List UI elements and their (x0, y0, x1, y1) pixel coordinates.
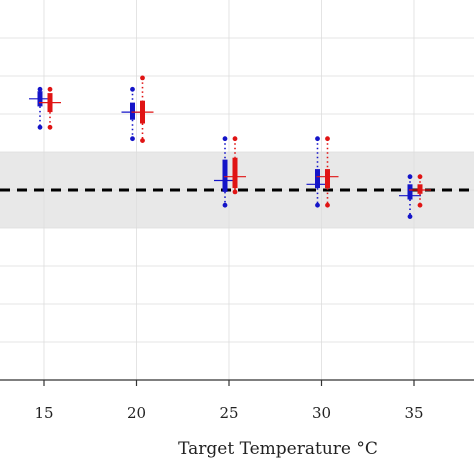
x-tick-label: 25 (219, 404, 238, 422)
box-15-series-1 (29, 86, 51, 130)
box-25-series-2 (224, 136, 246, 195)
box-35-series-2 (409, 174, 431, 208)
iqr-box (417, 184, 423, 194)
x-axis-title: Target Temperature °C (178, 439, 378, 459)
min-point (222, 202, 228, 208)
max-point (47, 86, 53, 92)
max-point (407, 174, 413, 180)
iqr-box (407, 184, 413, 200)
min-point (417, 202, 423, 208)
iqr-box (315, 169, 320, 189)
min-point (315, 202, 320, 208)
x-tick-label: 35 (404, 404, 423, 422)
min-point (140, 138, 145, 144)
x-ticks: 15 20 25 30 35 (34, 380, 424, 422)
min-point (407, 214, 413, 220)
x-tick-label: 30 (312, 404, 331, 422)
box-30-series-1 (306, 136, 329, 208)
min-point (325, 202, 330, 208)
x-tick-label: 15 (34, 404, 53, 422)
box-35-series-1 (399, 174, 421, 220)
max-point (140, 75, 145, 81)
boxes-layer (29, 75, 431, 220)
max-point (315, 136, 320, 142)
iqr-box (130, 102, 135, 120)
max-point (232, 136, 238, 142)
box-30-series-2 (316, 136, 339, 208)
iqr-box (232, 157, 238, 189)
max-point (325, 136, 330, 142)
box-25-series-1 (214, 136, 236, 208)
min-point (232, 189, 238, 195)
box-15-series-2 (39, 86, 61, 130)
x-tick-label: 20 (127, 404, 146, 422)
max-point (222, 136, 228, 142)
max-point (130, 86, 135, 92)
max-point (37, 86, 43, 92)
iqr-box (325, 169, 330, 189)
box-20-series-2 (131, 75, 154, 144)
min-point (37, 124, 43, 130)
min-point (47, 124, 53, 130)
min-point (130, 136, 135, 142)
iqr-box (222, 159, 228, 192)
max-point (417, 174, 423, 180)
